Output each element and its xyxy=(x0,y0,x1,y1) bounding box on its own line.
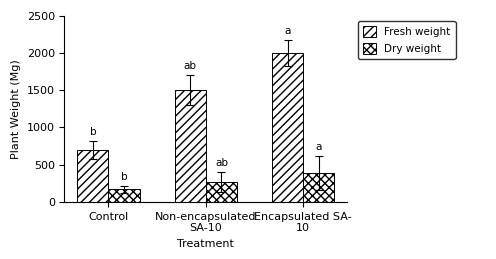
Bar xyxy=(206,182,237,202)
Text: a: a xyxy=(315,142,322,152)
Bar xyxy=(175,90,206,202)
Y-axis label: Plant Weight (Mg): Plant Weight (Mg) xyxy=(11,59,21,159)
Text: ab: ab xyxy=(184,61,197,71)
Text: b: b xyxy=(90,127,96,137)
Legend: Fresh weight, Dry weight: Fresh weight, Dry weight xyxy=(358,21,455,59)
Text: a: a xyxy=(284,26,291,37)
Bar xyxy=(109,189,140,202)
Bar xyxy=(272,53,303,202)
Bar xyxy=(77,150,109,202)
Bar xyxy=(303,173,334,202)
X-axis label: Treatment: Treatment xyxy=(178,239,234,249)
Text: ab: ab xyxy=(215,159,228,168)
Text: b: b xyxy=(121,172,127,182)
